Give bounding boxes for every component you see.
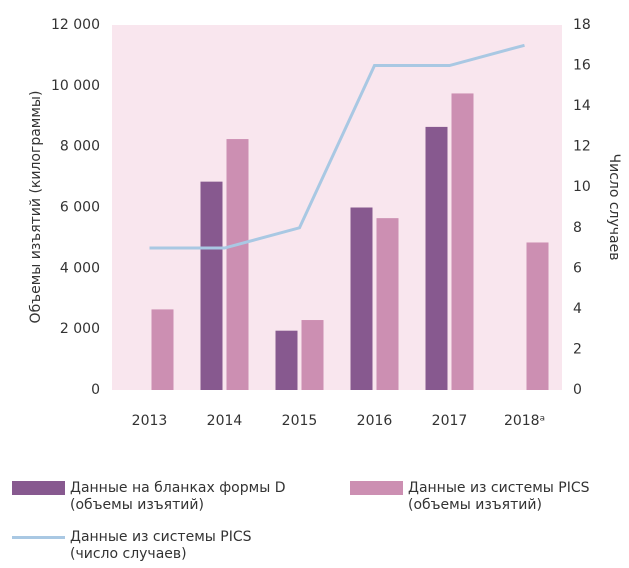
y-tick-label: 8 000	[60, 139, 100, 155]
x-tick-label: 2016	[357, 413, 393, 429]
y-axis-title: Объемы изъятий (килограммы)	[28, 91, 44, 324]
y2-tick-label: 2	[573, 341, 582, 357]
bar	[350, 207, 373, 390]
bar	[425, 126, 448, 390]
y2-tick-label: 8	[573, 220, 582, 236]
bar	[275, 330, 298, 390]
y-tick-label: 0	[91, 382, 100, 398]
y2-tick-label: 16	[573, 58, 591, 74]
bar	[301, 320, 324, 390]
y2-axis-title: Число случаев	[606, 153, 622, 260]
legend-label: Данные из системы PICS (объемы изъятий)	[408, 480, 590, 513]
y2-tick-label: 10	[573, 179, 591, 195]
x-tick-label: 2013	[132, 413, 168, 429]
bar	[376, 218, 399, 390]
y2-tick-label: 12	[573, 139, 591, 155]
x-tick-label: 2017	[432, 413, 468, 429]
y2-tick-label: 6	[573, 260, 582, 276]
legend-swatch	[350, 481, 403, 495]
line	[149, 43, 525, 250]
y2-tick-label: 14	[573, 98, 591, 114]
legend-item: Данные из системы PICS (объемы изъятий)	[350, 480, 590, 514]
y-tick-label: 12 000	[51, 17, 100, 33]
legend-label: Данные на бланках формы D (объемы изъяти…	[70, 480, 286, 513]
x-tick-label: 2018ᵃ	[504, 413, 545, 429]
plot-background	[112, 25, 562, 390]
bar	[526, 242, 549, 390]
bar	[451, 93, 474, 390]
legend-label: Данные из системы PICS (число случаев)	[70, 529, 252, 562]
legend-item: Данные на бланках формы D (объемы изъяти…	[12, 480, 285, 514]
bar	[226, 139, 249, 390]
y-tick-label: 4 000	[60, 260, 100, 276]
y-tick-label: 2 000	[60, 321, 100, 337]
x-tick-label: 2014	[207, 413, 243, 429]
y2-tick-label: 0	[573, 382, 582, 398]
x-tick-label: 2015	[282, 413, 318, 429]
y2-tick-label: 4	[573, 301, 582, 317]
legend-swatch	[12, 481, 65, 495]
bar	[151, 309, 174, 390]
y-tick-label: 10 000	[51, 78, 100, 94]
y2-tick-label: 18	[573, 17, 591, 33]
bar	[200, 181, 223, 390]
chart: Объемы изъятий (килограммы) Число случае…	[28, 17, 622, 429]
y-tick-label: 6 000	[60, 200, 100, 216]
legend-swatch	[12, 536, 65, 539]
legend-item: Данные из системы PICS (число случаев)	[12, 529, 252, 563]
